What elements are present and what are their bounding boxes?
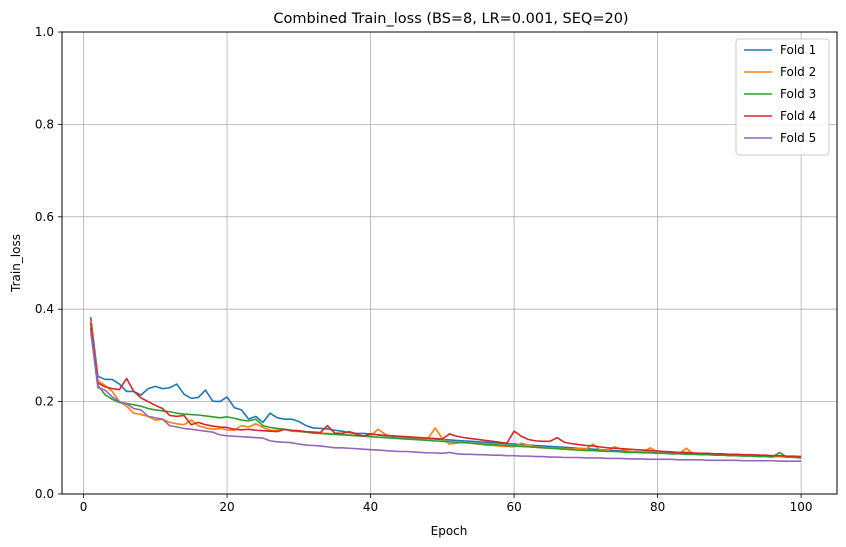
y-tick-label: 0.4 [35,302,54,316]
legend-label: Fold 5 [780,131,816,145]
x-tick-label: 20 [219,500,234,514]
series-line-fold-3 [89,327,802,459]
y-tick-label: 0.8 [35,117,54,131]
series-lines [89,316,802,463]
x-tick-label: 80 [650,500,665,514]
legend-label: Fold 4 [780,109,816,123]
y-tick-label: 0.6 [35,210,54,224]
legend: Fold 1 Fold 2 Fold 3 Fold 4 Fold 5 [735,38,830,156]
plot-frame [61,31,838,495]
series-line-fold-5 [89,331,802,463]
y-tick-label: 0.0 [35,487,54,501]
y-tick-label: 1.0 [35,25,54,39]
x-tick-label: 100 [790,500,813,514]
y-axis-label: Train_loss [9,234,23,293]
x-ticks: 0 20 40 60 80 100 [80,494,813,514]
legend-box [735,38,830,156]
legend-label: Fold 3 [780,87,816,101]
y-ticks: 0.0 0.2 0.4 0.6 0.8 1.0 [35,25,62,501]
x-tick-label: 40 [363,500,378,514]
y-tick-label: 0.2 [35,395,54,409]
legend-label: Fold 1 [780,43,816,57]
series-line-fold-4 [89,322,802,458]
x-tick-label: 0 [80,500,88,514]
legend-label: Fold 2 [780,65,816,79]
x-tick-label: 60 [506,500,521,514]
x-axis-label: Epoch [431,524,468,538]
chart-title: Combined Train_loss (BS=8, LR=0.001, SEQ… [273,11,628,27]
